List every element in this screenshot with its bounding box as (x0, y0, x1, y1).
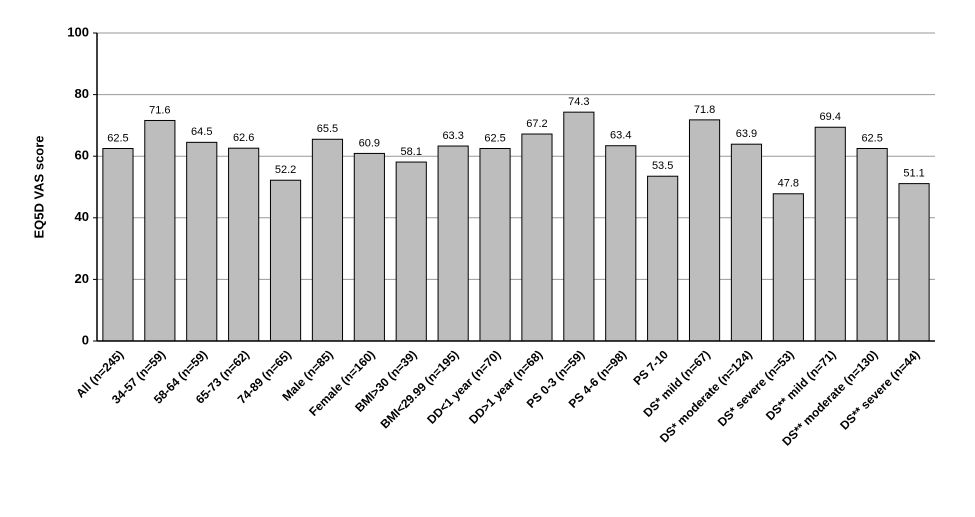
y-tick-label: 80 (75, 86, 89, 101)
value-label: 63.4 (610, 130, 631, 142)
x-tick-label: DS* severe (n=53) (715, 347, 797, 429)
bar (814, 126, 846, 342)
y-tick-label: 20 (75, 271, 89, 286)
value-label: 53.5 (652, 160, 673, 172)
value-label: 52.2 (275, 164, 296, 176)
value-label: 62.5 (861, 132, 882, 144)
bar (311, 138, 344, 342)
bar (856, 148, 888, 342)
value-label: 65.5 (317, 123, 338, 135)
value-label: 60.9 (359, 137, 380, 149)
value-label: 51.1 (903, 168, 924, 180)
x-tick-label: PS 7-10 (630, 347, 671, 388)
value-label: 71.6 (149, 104, 170, 116)
bar (437, 145, 469, 342)
bar (605, 145, 637, 342)
bar (228, 147, 260, 342)
value-label: 64.5 (191, 126, 212, 138)
y-tick-label: 0 (82, 332, 89, 347)
bar (479, 148, 511, 342)
value-label: 69.4 (820, 111, 841, 123)
x-tick-label: DD>1 year (n=68) (466, 347, 545, 426)
value-label: 63.3 (442, 130, 463, 142)
bar (688, 119, 721, 342)
bar (730, 143, 763, 342)
value-label: 62.6 (233, 132, 254, 144)
y-axis-label: EQ5D VAS score (31, 135, 46, 238)
value-label: 62.5 (107, 132, 128, 144)
y-tick-label: 60 (75, 148, 89, 163)
x-tick-label: DD<1 year (n=70) (424, 347, 503, 426)
value-label: 63.9 (736, 128, 757, 140)
y-tick-label: 100 (67, 24, 89, 39)
bar (144, 119, 176, 342)
bar (521, 133, 553, 342)
bar (772, 193, 804, 342)
x-tick-label: DS** severe (n=44) (837, 347, 922, 432)
value-label: 47.8 (778, 178, 799, 190)
bar (269, 179, 302, 342)
bar (186, 141, 218, 342)
bar (647, 175, 679, 342)
bar (395, 161, 427, 342)
bar (102, 148, 134, 342)
bar (898, 183, 930, 342)
bar (353, 152, 385, 342)
x-tick-label: BMI<29.99 (n=195) (378, 347, 462, 431)
bar (563, 111, 595, 342)
value-label: 71.8 (694, 104, 715, 116)
value-label: 58.1 (401, 146, 422, 158)
value-label: 62.5 (484, 132, 505, 144)
value-label: 67.2 (526, 118, 547, 130)
y-tick-label: 40 (75, 209, 89, 224)
value-label: 74.3 (568, 96, 589, 108)
